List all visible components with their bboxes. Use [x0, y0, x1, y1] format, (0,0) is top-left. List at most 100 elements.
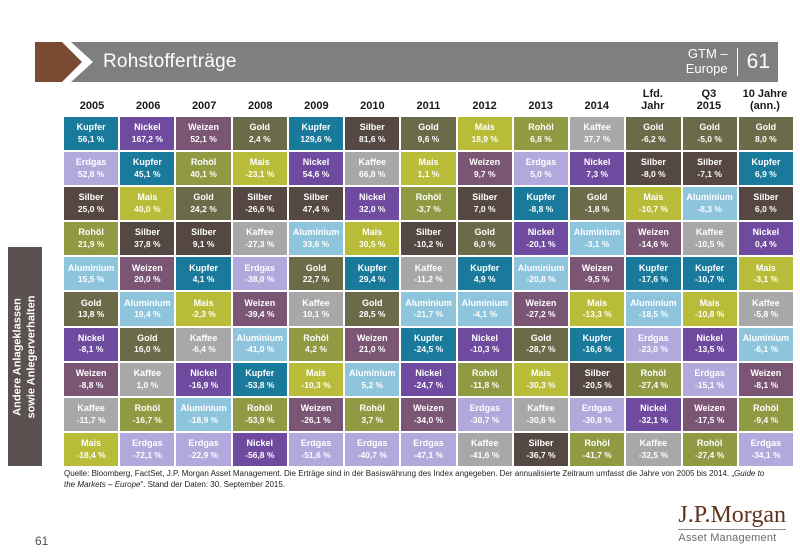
commodity-return: 0,4 % — [755, 239, 777, 250]
return-cell: Kupfer 129,6 % — [288, 117, 344, 151]
source-note-part2: “. Stand der Daten: 30. September 2015. — [140, 479, 286, 489]
return-cell: Weizen 20,0 % — [120, 257, 175, 291]
commodity-name: Silber — [247, 192, 273, 203]
return-cell: Aluminium -21,7 % — [401, 292, 456, 326]
return-cell: Kupfer 6,9 % — [738, 152, 793, 186]
commodity-name: Erdgas — [132, 438, 163, 449]
commodity-name: Silber — [584, 367, 610, 378]
commodity-name: Mais — [474, 122, 495, 133]
commodity-name: Mais — [643, 192, 664, 203]
return-cell: Weizen 21,0 % — [345, 327, 400, 361]
commodity-return: 6,8 % — [530, 133, 552, 144]
return-cell: Aluminium 5,2 % — [345, 362, 400, 396]
commodity-return: -8,1 % — [78, 344, 104, 355]
commodity-name: Erdgas — [357, 438, 388, 449]
commodity-name: Mais — [699, 297, 720, 308]
return-cell: Erdgas -47,1 % — [401, 432, 456, 466]
return-cell: Rohöl -9,4 % — [738, 397, 793, 431]
commodity-name: Gold — [586, 192, 608, 203]
commodity-name: Kupfer — [526, 192, 556, 203]
commodity-name: Kupfer — [751, 157, 781, 168]
return-cell: Aluminium 19,4 % — [120, 292, 175, 326]
return-cell: Weizen -8,1 % — [738, 362, 793, 396]
commodity-return: -15,1 % — [695, 379, 725, 390]
return-cell: Weizen 9,7 % — [457, 152, 512, 186]
commodity-return: 5,2 % — [361, 379, 384, 390]
return-cell: Rohöl 4,2 % — [288, 327, 344, 361]
commodity-name: Erdgas — [300, 438, 332, 449]
commodity-name: Aluminium — [517, 262, 565, 273]
commodity-return: 40,1 % — [190, 168, 217, 179]
commodity-name: Erdgas — [581, 402, 613, 413]
return-cell: Mais -10,7 % — [626, 187, 681, 221]
commodity-return: -39,4 % — [245, 309, 275, 320]
commodity-name: Mais — [362, 227, 383, 238]
commodity-name: Silber — [303, 192, 329, 203]
return-cell: Kaffee 37,7 % — [570, 117, 625, 151]
commodity-name: Mais — [530, 367, 551, 378]
commodity-return: 28,5 % — [359, 309, 386, 320]
return-cell: Weizen -39,4 % — [232, 292, 287, 326]
commodity-return: -10,3 % — [470, 344, 500, 355]
commodity-name: Gold — [755, 122, 777, 133]
commodity-return: -10,3 % — [301, 379, 331, 390]
commodity-name: Weizen — [525, 297, 557, 308]
commodity-name: Aluminium — [686, 192, 733, 203]
commodity-name: Kupfer — [695, 262, 725, 273]
return-cell: Gold 13,8 % — [64, 292, 119, 326]
commodity-return: -53,8 % — [245, 379, 275, 390]
sidebar-label-line1: Andere Anlageklassen — [11, 297, 24, 416]
commodity-return: 66,8 % — [359, 168, 386, 179]
sidebar-tab-andere-anlageklassen[interactable]: Andere Anlageklassen sowie Anlegerverhal… — [8, 247, 42, 466]
commodity-return: -41,7 % — [582, 449, 612, 460]
commodity-name: Rohöl — [359, 402, 386, 413]
return-cell: Nickel 54,6 % — [288, 152, 344, 186]
commodity-return: 20,0 % — [134, 274, 161, 285]
return-cell: Kaffee -6,4 % — [176, 327, 231, 361]
commodity-name: Nickel — [415, 367, 442, 378]
commodity-name: Rohöl — [303, 332, 329, 343]
return-cell: Aluminium 15,5 % — [64, 257, 119, 291]
commodity-name: Weizen — [131, 262, 163, 273]
jpmorgan-logo: J.P.Morgan Asset Management — [678, 503, 786, 544]
commodity-name: Nickel — [77, 332, 105, 343]
commodity-return: 4,2 % — [305, 344, 327, 355]
commodity-return: -34,0 % — [413, 414, 444, 425]
return-cell: Mais -30,3 % — [513, 362, 569, 396]
commodity-name: Aluminium — [67, 262, 115, 273]
return-cell: Gold 2,4 % — [232, 117, 287, 151]
commodity-name: Aluminium — [461, 297, 508, 308]
return-cell: Kaffee -11,7 % — [64, 397, 119, 431]
commodity-return: -13,3 % — [582, 309, 612, 320]
return-cell: Rohöl -11,8 % — [457, 362, 512, 396]
commodity-name: Erdgas — [750, 438, 782, 449]
column-header: 2007 — [191, 100, 217, 113]
commodity-name: Kaffee — [583, 122, 611, 133]
return-cell: Silber 6,0 % — [738, 187, 793, 221]
return-cell: Kaffee 10,1 % — [288, 292, 344, 326]
return-cell: Rohöl -41,7 % — [570, 432, 625, 466]
commodity-name: Aluminium — [349, 367, 396, 378]
commodity-return: -6,4 % — [191, 344, 216, 355]
commodity-return: 40,0 % — [134, 204, 161, 215]
commodity-name: Kaffee — [358, 157, 387, 168]
source-note-italic: Guide to the Markets – Europe — [64, 469, 765, 489]
commodity-return: 7,0 % — [473, 204, 496, 215]
commodity-name: Rohöl — [190, 157, 217, 168]
commodity-name: Mais — [193, 297, 214, 308]
commodity-return: -30,3 % — [526, 379, 556, 390]
commodity-name: Gold — [249, 122, 271, 133]
return-cell: Aluminium -3,1 % — [570, 222, 625, 256]
return-cell: Aluminium -18,5 % — [626, 292, 681, 326]
column-header: 2012 — [472, 100, 497, 113]
commodity-name: Nickel — [358, 192, 386, 203]
commodity-return: -4,1 % — [472, 309, 498, 320]
return-cell: Silber 25,0 % — [64, 187, 119, 221]
commodity-return: -17,6 % — [638, 274, 669, 285]
commodity-return: 37,8 % — [134, 239, 161, 250]
return-cell: Rohöl -3,7 % — [401, 187, 456, 221]
return-cell: Nickel 32,0 % — [345, 187, 400, 221]
commodity-name: Rohöl — [247, 402, 273, 413]
commodity-name: Rohöl — [415, 192, 442, 203]
commodity-name: Weizen — [188, 122, 219, 133]
